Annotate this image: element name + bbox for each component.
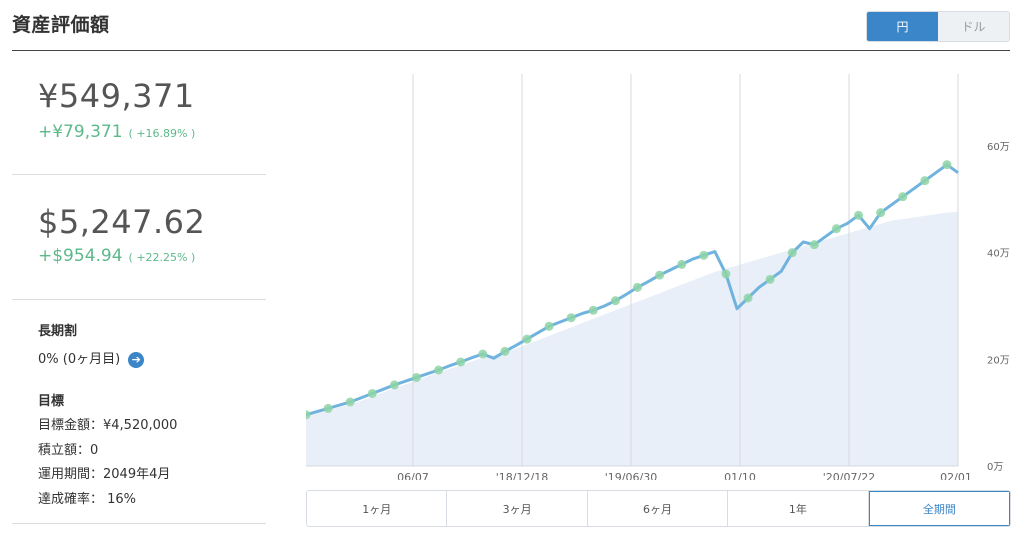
jpy-gain-amount: +¥79,371 — [38, 122, 123, 142]
data-point — [633, 282, 643, 292]
currency-yen-button[interactable]: 円 — [867, 12, 938, 41]
jpy-gain: +¥79,371 ( +16.89% ) — [38, 122, 195, 142]
data-point — [677, 259, 687, 269]
data-point — [412, 372, 422, 382]
long-term-heading: 長期割 — [38, 324, 78, 339]
data-point — [898, 192, 908, 202]
currency-toggle: 円 ドル — [866, 11, 1010, 42]
y-tick-label: 60万 — [987, 142, 1010, 153]
data-point — [854, 210, 864, 220]
y-tick-label: 20万 — [987, 355, 1010, 366]
range-1-month-button[interactable]: 1ヶ月 — [307, 491, 448, 526]
usd-gain-amount: +$954.94 — [38, 246, 123, 266]
data-point — [920, 176, 930, 186]
goal-probability: 達成確率： 16% — [38, 492, 137, 507]
data-point — [765, 274, 775, 284]
long-term-value: 0% (0ヶ月目) — [38, 352, 121, 367]
x-tick-label: 02/01 — [940, 471, 972, 480]
summary-panel: ¥549,371 +¥79,371 ( +16.89% ) $5,247.62 +… — [12, 50, 266, 507]
data-point — [434, 365, 444, 375]
data-point — [809, 240, 819, 250]
data-point — [831, 224, 841, 234]
data-point — [610, 296, 620, 306]
data-point — [743, 293, 753, 303]
x-tick-label: '19/06/30 — [605, 471, 657, 480]
panel-divider — [12, 523, 266, 524]
y-tick-label: 40万 — [987, 249, 1010, 260]
usd-summary: $5,247.62 +$954.94 ( +22.25% ) — [12, 175, 266, 300]
usd-gain: +$954.94 ( +22.25% ) — [38, 246, 195, 266]
goal-heading: 目標 — [38, 394, 65, 409]
data-point — [478, 349, 488, 359]
page-header: 資産評価額 円 ドル — [12, 0, 1010, 51]
data-point — [588, 305, 598, 315]
arrow-right-icon[interactable]: ➔ — [128, 351, 145, 368]
data-point — [876, 208, 886, 218]
data-point — [655, 270, 665, 280]
data-point — [456, 357, 466, 367]
goal-period: 運用期間：2049年4月 — [38, 467, 171, 482]
asset-chart: 06/07 '18/12/18 '19/06/30 01/10 '20/07/22 02/… — [306, 74, 1010, 480]
x-tick-label: 06/07 — [397, 471, 429, 480]
data-point — [522, 334, 532, 344]
currency-dollar-button[interactable]: ドル — [938, 12, 1009, 41]
data-point — [787, 248, 797, 258]
jpy-summary: ¥549,371 +¥79,371 ( +16.89% ) — [12, 50, 266, 175]
jpy-gain-percent: ( +16.89% ) — [128, 127, 196, 140]
goal-accumulated: 積立額：0 — [38, 443, 99, 458]
data-point — [721, 269, 731, 279]
x-tick-label: '20/07/22 — [823, 471, 875, 480]
data-point — [345, 397, 355, 407]
data-point — [566, 313, 576, 323]
invested-area — [306, 211, 958, 466]
range-3-month-button[interactable]: 3ヶ月 — [447, 491, 588, 526]
jpy-total-value: ¥549,371 — [38, 77, 195, 115]
data-point — [389, 380, 399, 390]
long-term-row: 0% (0ヶ月目) ➔ — [38, 348, 145, 368]
data-point — [942, 160, 952, 170]
y-tick-label: 0万 — [987, 462, 1003, 473]
usd-gain-percent: ( +22.25% ) — [128, 251, 196, 264]
x-tick-label: 01/10 — [724, 471, 756, 480]
usd-total-value: $5,247.62 — [38, 203, 206, 241]
data-point — [306, 410, 311, 420]
data-point — [699, 250, 709, 260]
range-selector: 1ヶ月 3ヶ月 6ヶ月 1年 全期間 — [306, 490, 1011, 527]
data-point — [544, 321, 554, 331]
goal-amount: 目標金額：¥4,520,000 — [38, 418, 178, 433]
x-tick-label: '18/12/18 — [496, 471, 548, 480]
page-title: 資産評価額 — [12, 14, 110, 36]
range-all-button[interactable]: 全期間 — [868, 491, 1010, 526]
range-6-month-button[interactable]: 6ヶ月 — [587, 491, 729, 526]
data-point — [367, 388, 377, 398]
data-point — [323, 403, 333, 413]
data-point — [500, 346, 510, 356]
range-1-year-button[interactable]: 1年 — [728, 491, 869, 526]
